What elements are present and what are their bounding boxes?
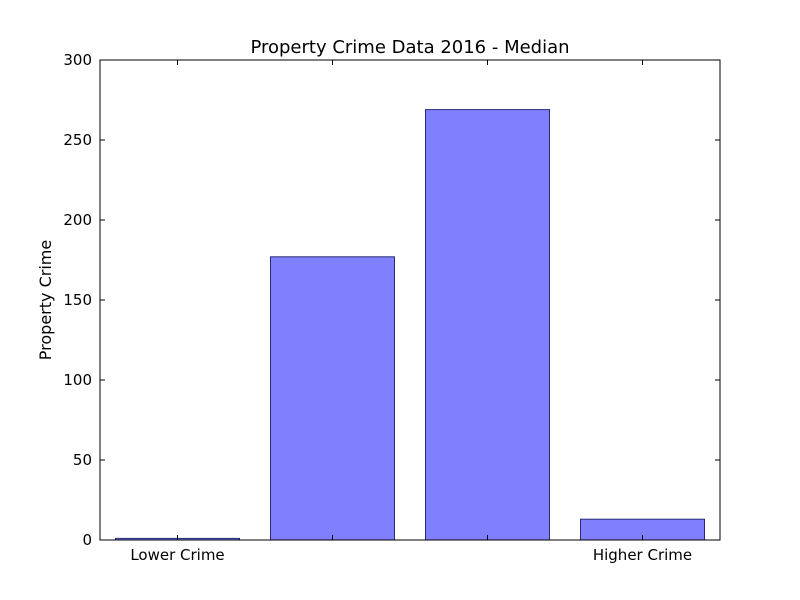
bar-2 bbox=[425, 109, 550, 541]
y-axis-label: Property Crime bbox=[36, 240, 55, 360]
y-tick-label: 0 bbox=[82, 531, 92, 549]
y-tick-label: 300 bbox=[63, 51, 92, 69]
x-tick-label: Higher Crime bbox=[593, 546, 692, 564]
bars-group bbox=[115, 109, 705, 541]
y-tick-label: 150 bbox=[63, 291, 92, 309]
y-tick-label: 100 bbox=[63, 371, 92, 389]
bar-1 bbox=[270, 256, 395, 541]
x-tick-label: Lower Crime bbox=[130, 546, 224, 564]
y-tick-label: 50 bbox=[73, 451, 92, 469]
y-tick-label: 250 bbox=[63, 131, 92, 149]
y-tick-label: 200 bbox=[63, 211, 92, 229]
ticks-group: Lower Crime Higher Crime 0 50 100 150 200 250 30… bbox=[63, 51, 720, 564]
chart-title: Property Crime Data 2016 - Median bbox=[250, 37, 569, 58]
plot-frame bbox=[99, 59, 721, 541]
